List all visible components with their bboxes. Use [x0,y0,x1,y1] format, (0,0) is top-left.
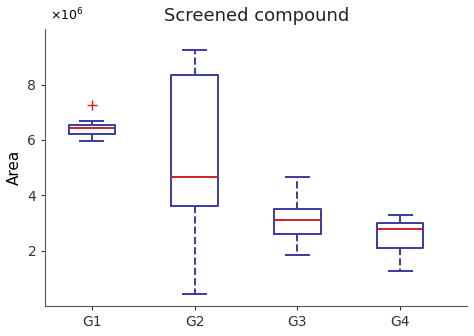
Y-axis label: Area: Area [7,150,22,185]
Text: $\times 10^6$: $\times 10^6$ [50,7,83,24]
Title: Screened compound: Screened compound [164,7,349,25]
